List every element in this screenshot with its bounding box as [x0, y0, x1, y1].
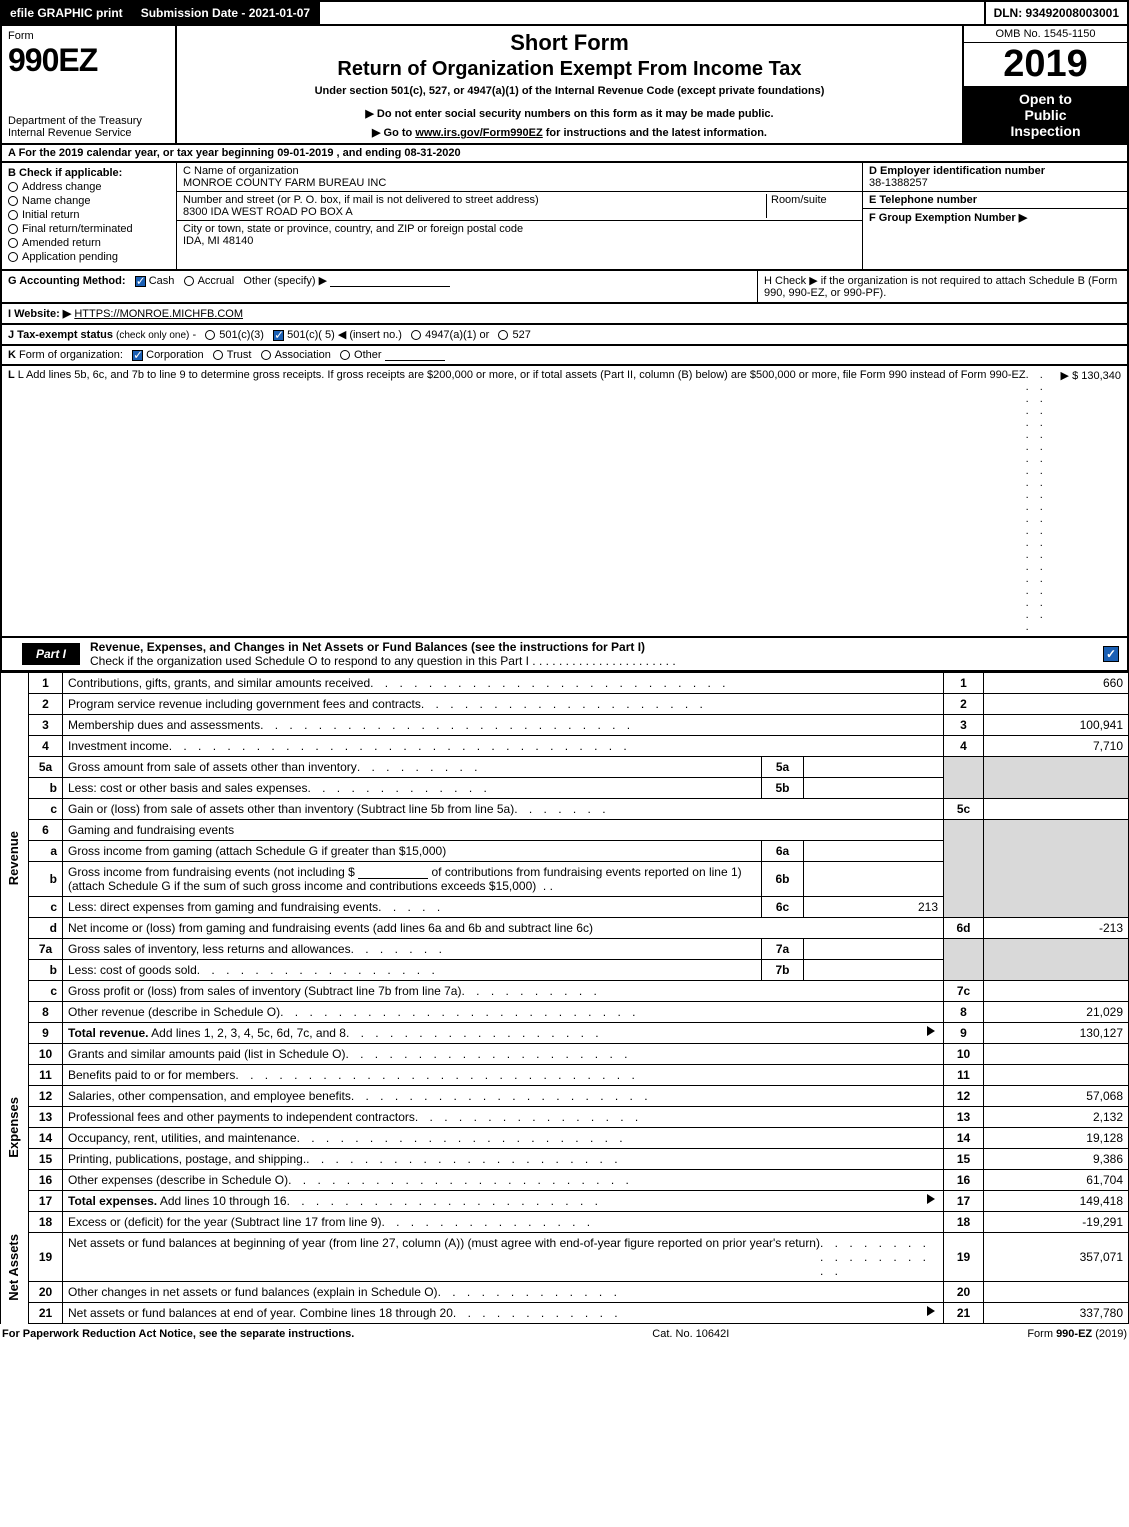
- chk-application-pending[interactable]: Application pending: [8, 251, 170, 263]
- return-title: Return of Organization Exempt From Incom…: [185, 58, 954, 81]
- line-12-amt: 57,068: [984, 1086, 1129, 1107]
- website-link[interactable]: HTTPS://MONROE.MICHFB.COM: [74, 308, 243, 320]
- row-a-tax-year: A For the 2019 calendar year, or tax yea…: [0, 145, 1129, 163]
- chk-initial-return[interactable]: Initial return: [8, 209, 170, 221]
- side-netassets: Net Assets: [1, 1212, 29, 1324]
- line-15-amt: 9,386: [984, 1149, 1129, 1170]
- line-6c-val: 213: [804, 897, 944, 918]
- form-page-ref: Form 990-EZ (2019): [1027, 1328, 1127, 1340]
- instructions-link-line: ▶ Go to www.irs.gov/Form990EZ for instru…: [185, 126, 954, 139]
- paperwork-notice: For Paperwork Reduction Act Notice, see …: [2, 1328, 354, 1340]
- line-18-amt: -19,291: [984, 1212, 1129, 1233]
- chk-final-return[interactable]: Final return/terminated: [8, 223, 170, 235]
- col-c-org: C Name of organization MONROE COUNTY FAR…: [177, 163, 862, 269]
- cat-no: Cat. No. 10642I: [652, 1328, 729, 1340]
- chk-501c3[interactable]: [205, 330, 215, 340]
- line-14-amt: 19,128: [984, 1128, 1129, 1149]
- line-1-desc: Contributions, gifts, grants, and simila…: [63, 673, 944, 694]
- line-2-desc: Program service revenue including govern…: [63, 694, 944, 715]
- line-13-amt: 2,132: [984, 1107, 1129, 1128]
- form-title-block: Short Form Return of Organization Exempt…: [177, 26, 962, 143]
- line-1-amt: 660: [984, 673, 1129, 694]
- tax-year: 2019: [964, 43, 1127, 87]
- form-id-block: Form 990EZ Department of the Treasury In…: [2, 26, 177, 143]
- col-d-ein: D Employer identification number 38-1388…: [862, 163, 1127, 269]
- chk-name-change[interactable]: Name change: [8, 195, 170, 207]
- open-to-public: Open to Public Inspection: [964, 87, 1127, 143]
- chk-accrual[interactable]: [184, 276, 194, 286]
- line-19-amt: 357,071: [984, 1233, 1129, 1282]
- line-6d-amt: -213: [984, 918, 1129, 939]
- form-label: Form: [8, 30, 169, 42]
- telephone-cell: E Telephone number: [863, 192, 1127, 209]
- line-3-amt: 100,941: [984, 715, 1129, 736]
- org-city-cell: City or town, state or province, country…: [177, 221, 862, 249]
- under-section: Under section 501(c), 527, or 4947(a)(1)…: [185, 85, 954, 97]
- col-b-checkboxes: B Check if applicable: Address change Na…: [2, 163, 177, 269]
- chk-address-change[interactable]: Address change: [8, 181, 170, 193]
- org-street: 8300 IDA WEST ROAD PO BOX A: [183, 206, 766, 218]
- dept-treasury: Department of the Treasury: [8, 115, 169, 127]
- part-1-tag: Part I: [22, 643, 80, 665]
- sched-o-checkbox[interactable]: ✓: [1103, 646, 1119, 662]
- side-expenses: Expenses: [1, 1044, 29, 1212]
- line-9-amt: 130,127: [984, 1023, 1129, 1044]
- dept-irs: Internal Revenue Service: [8, 127, 169, 139]
- omb-number: OMB No. 1545-1150: [964, 26, 1127, 43]
- org-name: MONROE COUNTY FARM BUREAU INC: [183, 177, 856, 189]
- ein-cell: D Employer identification number 38-1388…: [863, 163, 1127, 192]
- part-1-table: Revenue 1 Contributions, gifts, grants, …: [0, 672, 1129, 1324]
- h-check: H Check ▶ if the organization is not req…: [757, 271, 1127, 302]
- org-city: IDA, MI 48140: [183, 235, 856, 247]
- group-exemption-cell: F Group Exemption Number ▶: [863, 209, 1127, 269]
- chk-cash[interactable]: [135, 276, 146, 287]
- dln: DLN: 93492008003001: [984, 2, 1127, 24]
- org-info-block: B Check if applicable: Address change Na…: [0, 163, 1129, 271]
- accounting-method: G Accounting Method: Cash Accrual Other …: [2, 271, 757, 302]
- top-bar: efile GRAPHIC print Submission Date - 20…: [0, 0, 1129, 26]
- chk-501c[interactable]: [273, 330, 284, 341]
- line-4-amt: 7,710: [984, 736, 1129, 757]
- row-l: L L Add lines 5b, 6c, and 7b to line 9 t…: [0, 366, 1129, 638]
- chk-527[interactable]: [498, 330, 508, 340]
- row-k: K Form of organization: Corporation Trus…: [0, 346, 1129, 366]
- line-16-amt: 61,704: [984, 1170, 1129, 1191]
- short-form-title: Short Form: [185, 30, 954, 56]
- chk-4947[interactable]: [411, 330, 421, 340]
- website-row: I Website: ▶ HTTPS://MONROE.MICHFB.COM: [0, 304, 1129, 325]
- chk-association[interactable]: [261, 350, 271, 360]
- org-street-cell: Number and street (or P. O. box, if mail…: [177, 192, 862, 221]
- side-revenue: Revenue: [1, 673, 29, 1044]
- chk-corporation[interactable]: [132, 350, 143, 361]
- chk-amended-return[interactable]: Amended return: [8, 237, 170, 249]
- row-g-h: G Accounting Method: Cash Accrual Other …: [0, 271, 1129, 304]
- col-b-title: B Check if applicable:: [8, 167, 170, 179]
- org-name-cell: C Name of organization MONROE COUNTY FAR…: [177, 163, 862, 192]
- form-number: 990EZ: [8, 42, 169, 79]
- line-2-amt: [984, 694, 1129, 715]
- part-1-title: Revenue, Expenses, and Changes in Net As…: [82, 638, 1103, 670]
- gross-receipts-amount: ▶ $ 130,340: [1055, 369, 1121, 633]
- line-8-amt: 21,029: [984, 1002, 1129, 1023]
- ssn-warning: ▶ Do not enter social security numbers o…: [185, 107, 954, 120]
- instructions-link[interactable]: www.irs.gov/Form990EZ: [415, 127, 542, 139]
- chk-other-org[interactable]: [340, 350, 350, 360]
- line-21-amt: 337,780: [984, 1303, 1129, 1324]
- page-footer: For Paperwork Reduction Act Notice, see …: [0, 1324, 1129, 1344]
- room-suite: Room/suite: [766, 194, 856, 218]
- header-right: OMB No. 1545-1150 2019 Open to Public In…: [962, 26, 1127, 143]
- part-1-header: Part I Revenue, Expenses, and Changes in…: [0, 638, 1129, 672]
- tax-exempt-row: J Tax-exempt status (check only one) - 5…: [0, 325, 1129, 346]
- efile-print[interactable]: efile GRAPHIC print: [2, 2, 133, 24]
- submission-date: Submission Date - 2021-01-07: [133, 2, 320, 24]
- line-17-amt: 149,418: [984, 1191, 1129, 1212]
- form-header: Form 990EZ Department of the Treasury In…: [0, 26, 1129, 145]
- chk-trust[interactable]: [213, 350, 223, 360]
- ein-value: 38-1388257: [869, 177, 1121, 189]
